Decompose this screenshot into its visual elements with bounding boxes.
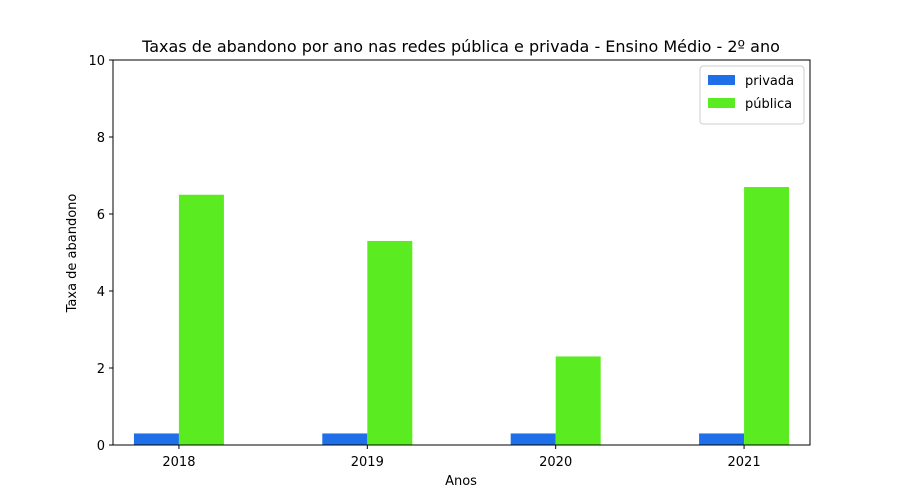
y-tick-label: 6 bbox=[97, 208, 105, 223]
legend-label-pública: pública bbox=[745, 97, 792, 112]
bar-pública-2018 bbox=[178, 194, 224, 445]
x-tick-label: 2018 bbox=[162, 455, 195, 470]
bar-pública-2020 bbox=[555, 356, 601, 445]
chart-title: Taxas de abandono por ano nas redes públ… bbox=[141, 37, 780, 56]
y-axis-ticks: 0 2 4 6 8 10 bbox=[88, 54, 113, 454]
legend-label-privada: privada bbox=[745, 74, 794, 89]
y-tick-label: 4 bbox=[97, 285, 105, 300]
legend-swatch-pública bbox=[708, 98, 735, 108]
x-tick-label: 2021 bbox=[728, 455, 761, 470]
legend-swatch-privada bbox=[708, 75, 735, 85]
y-tick-label: 0 bbox=[97, 439, 105, 454]
x-tick-label: 2020 bbox=[539, 455, 572, 470]
legend: privada pública bbox=[699, 65, 805, 125]
x-tick-label: 2019 bbox=[351, 455, 384, 470]
x-axis-label: Anos bbox=[445, 474, 477, 489]
y-tick-label: 10 bbox=[88, 54, 105, 69]
y-tick-label: 2 bbox=[97, 362, 105, 377]
bar-privada-2018 bbox=[133, 433, 179, 445]
axes-frame bbox=[112, 59, 811, 446]
bar-privada-2019 bbox=[322, 433, 368, 445]
bar-privada-2021 bbox=[699, 433, 745, 445]
x-axis-ticks: 2018 2019 2020 2021 bbox=[162, 445, 761, 470]
bars-group bbox=[133, 187, 790, 446]
bar-privada-2020 bbox=[510, 433, 556, 445]
bar-pública-2021 bbox=[744, 187, 790, 446]
y-tick-label: 8 bbox=[97, 131, 105, 146]
y-axis-label: Taxa de abandono bbox=[65, 194, 80, 314]
bar-pública-2019 bbox=[367, 240, 413, 445]
